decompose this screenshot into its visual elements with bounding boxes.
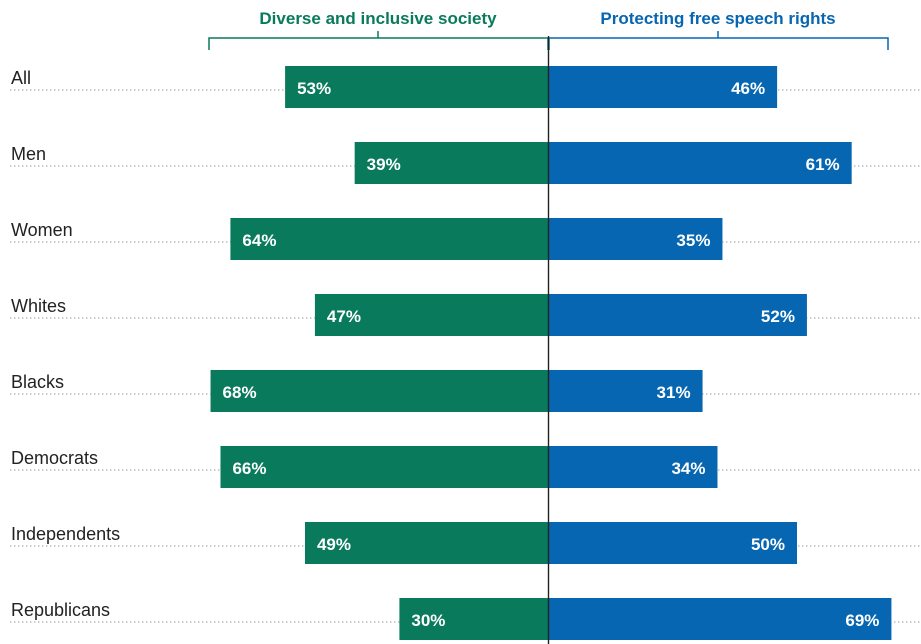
data-label-diverse-inclusive: 53% [297,79,331,98]
chart-row: Whites 47% 52% [10,294,921,336]
chart-row: Blacks 68% 31% [10,370,921,412]
bar-free-speech [548,522,797,564]
category-label: All [11,68,31,88]
chart-row: Independents 49% 50% [10,522,921,564]
data-label-free-speech: 50% [751,535,785,554]
bar-free-speech [548,294,807,336]
bar-diverse-inclusive [314,294,549,336]
chart-rows: All 53% 46% Men 39% 61% Women 64% 35% Whites 47% 52… [10,66,921,640]
category-label: Whites [11,296,66,316]
series-title-right: Protecting free speech rights [600,9,835,28]
data-label-free-speech: 31% [657,383,691,402]
chart-row: Women 64% 35% [10,218,921,260]
data-label-diverse-inclusive: 39% [367,155,401,174]
category-label: Republicans [11,600,110,620]
bracket-right [548,37,889,50]
chart-row: Men 39% 61% [10,142,921,184]
data-label-diverse-inclusive: 49% [317,535,351,554]
bar-free-speech [548,142,852,184]
data-label-free-speech: 52% [761,307,795,326]
category-label: Democrats [11,448,98,468]
bar-diverse-inclusive [285,66,549,108]
chart-row: Republicans 30% 69% [10,598,921,640]
data-label-free-speech: 69% [845,611,879,630]
category-label: Women [11,220,73,240]
category-label: Blacks [11,372,64,392]
category-label: Independents [11,524,120,544]
bar-free-speech [548,370,703,412]
bar-diverse-inclusive [399,598,549,640]
data-label-diverse-inclusive: 68% [223,383,257,402]
chart-row: All 53% 46% [10,66,921,108]
bar-free-speech [548,598,892,640]
bracket-left [208,37,549,50]
data-label-free-speech: 46% [731,79,765,98]
series-title-left: Diverse and inclusive society [259,9,497,28]
data-label-free-speech: 61% [806,155,840,174]
bar-diverse-inclusive [230,218,549,260]
data-label-diverse-inclusive: 64% [242,231,276,250]
data-label-diverse-inclusive: 30% [411,611,445,630]
data-label-diverse-inclusive: 47% [327,307,361,326]
category-label: Men [11,144,46,164]
data-label-free-speech: 35% [676,231,710,250]
data-label-free-speech: 34% [671,459,705,478]
bar-free-speech [548,446,718,488]
bar-diverse-inclusive [220,446,549,488]
bar-diverse-inclusive [304,522,549,564]
bar-diverse-inclusive [210,370,549,412]
bar-free-speech [548,218,723,260]
bar-free-speech [548,66,778,108]
bar-diverse-inclusive [354,142,549,184]
chart-row: Democrats 66% 34% [10,446,921,488]
data-label-diverse-inclusive: 66% [232,459,266,478]
